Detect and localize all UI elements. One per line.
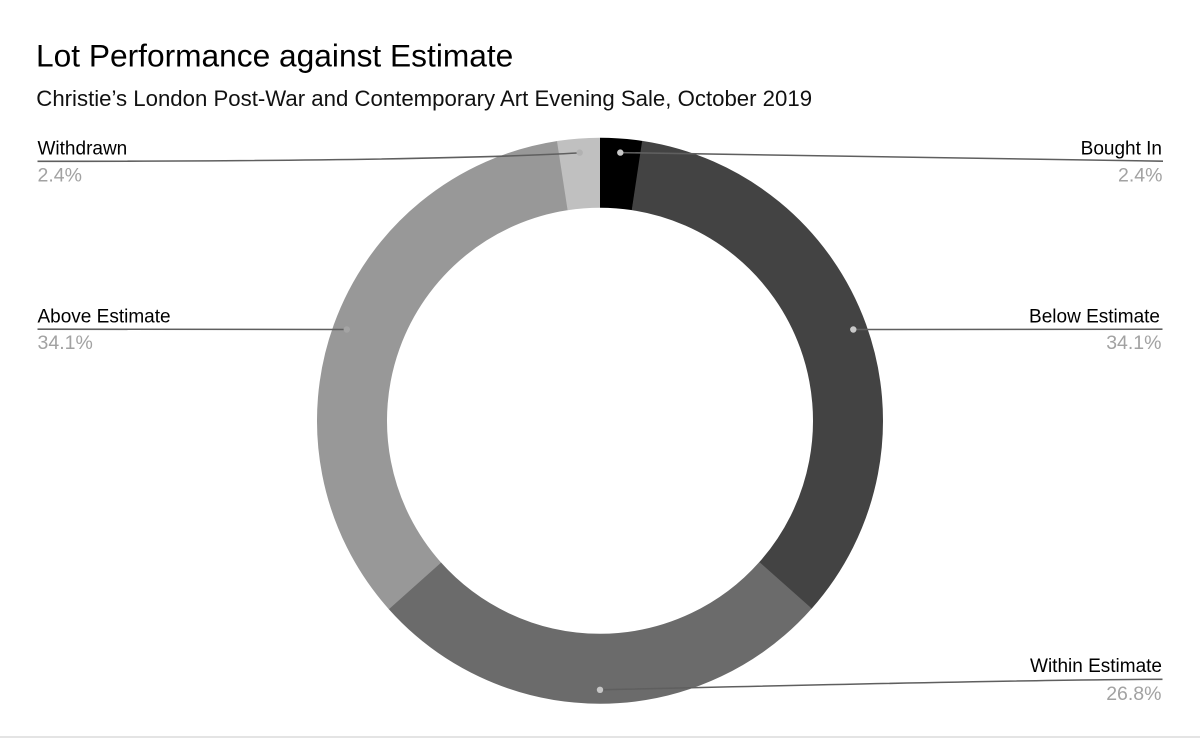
svg-text:34.1%: 34.1% [38, 332, 93, 354]
svg-text:Withdrawn: Withdrawn [38, 139, 128, 160]
svg-text:Bought In: Bought In [1081, 139, 1162, 160]
svg-text:26.8%: 26.8% [1106, 683, 1161, 705]
svg-text:Lot Performance against Estima: Lot Performance against Estimate [36, 37, 513, 73]
svg-text:34.1%: 34.1% [1106, 332, 1161, 354]
svg-text:2.4%: 2.4% [1118, 165, 1162, 187]
svg-text:Within Estimate: Within Estimate [1030, 656, 1162, 677]
svg-text:Below Estimate: Below Estimate [1029, 307, 1160, 328]
svg-text:2.4%: 2.4% [38, 165, 82, 187]
svg-text:Above Estimate: Above Estimate [38, 306, 171, 327]
svg-text:Christie’s London Post-War and: Christie’s London Post-War and Contempor… [36, 86, 812, 111]
